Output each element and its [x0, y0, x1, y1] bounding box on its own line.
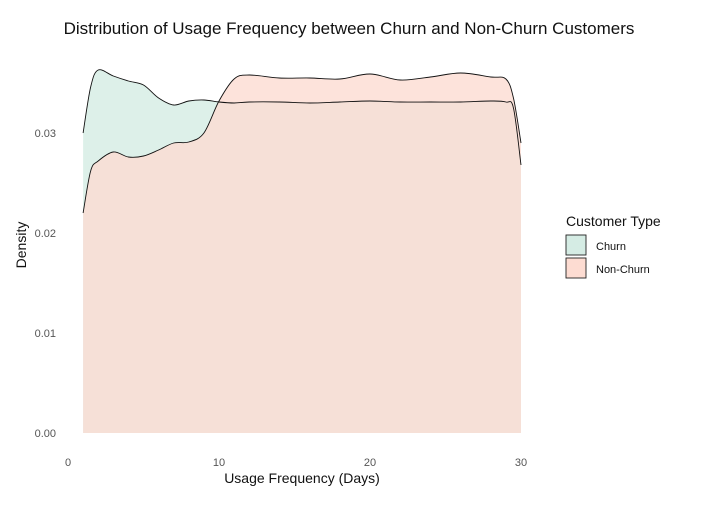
y-axis: 0.00 0.01 0.02 0.03: [35, 128, 56, 440]
density-line-churn: [82, 69, 522, 166]
x-axis: 0 10 20 30: [65, 457, 527, 469]
x-tick-label: 10: [213, 457, 225, 469]
legend-key-non-churn: [565, 257, 587, 279]
y-tick-label: 0.02: [35, 228, 56, 240]
plot-area: [82, 69, 522, 433]
y-axis-title: Density: [13, 222, 29, 269]
x-axis-title: Usage Frequency (Days): [224, 470, 380, 486]
legend-label-non-churn: Non-Churn: [596, 264, 650, 276]
y-tick-label: 0.03: [35, 128, 56, 140]
y-tick-label: 0.01: [35, 328, 56, 340]
density-area-non-churn: [83, 73, 521, 433]
legend: Customer Type Churn Non-Churn: [565, 213, 661, 279]
x-tick-label: 0: [65, 457, 71, 469]
legend-label-churn: Churn: [596, 241, 626, 253]
x-tick-label: 20: [364, 457, 376, 469]
legend-key-churn: [565, 234, 587, 256]
chart-title: Distribution of Usage Frequency between …: [64, 19, 635, 38]
legend-title: Customer Type: [566, 213, 661, 229]
density-line-non-churn: [82, 72, 522, 214]
x-tick-label: 30: [515, 457, 527, 469]
y-tick-label: 0.00: [35, 428, 56, 440]
